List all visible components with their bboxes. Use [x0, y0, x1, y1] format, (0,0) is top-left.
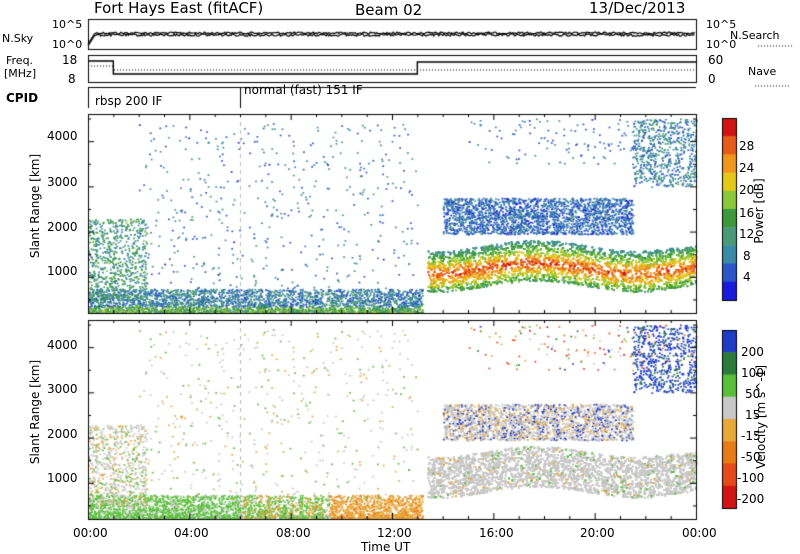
power-cbar-tick-3: 16 — [739, 206, 755, 220]
power-ytick-1000: 1000 — [47, 264, 78, 278]
cpid-label: CPID — [6, 91, 39, 105]
freq-label-line1: Freq. — [6, 54, 34, 67]
noise-right-tick-bottom: 10^0 — [706, 38, 737, 51]
velocity-cbar-tick-1: 100 — [741, 366, 764, 380]
freq-label-line2: [MHz] — [4, 67, 37, 80]
freq-tick-bottom: 8 — [68, 72, 76, 86]
time-tick-3: 12:00 — [377, 526, 412, 540]
power-ytick-4000: 4000 — [47, 129, 78, 143]
time-tick-0: 00:00 — [73, 526, 108, 540]
beam-label: Beam 02 — [355, 1, 423, 19]
velocity-ytick-4000: 4000 — [47, 338, 78, 352]
nave-tick-top: 60 — [708, 53, 724, 67]
time-tick-4: 16:00 — [479, 526, 514, 540]
noise-search-label: N.Search — [730, 29, 780, 42]
velocity-ylabel: Slant Range [km] — [28, 359, 42, 465]
power-ylabel: Slant Range [km] — [28, 153, 42, 259]
time-tick-5: 20:00 — [580, 526, 615, 540]
time-tick-6: 00:00 — [682, 526, 717, 540]
power-ytick-3000: 3000 — [47, 175, 78, 189]
velocity-cbar-tick-7: -200 — [737, 492, 765, 506]
power-ytick-2000: 2000 — [47, 220, 78, 234]
power-cbar-tick-2: 12 — [739, 227, 755, 241]
noise-left-tick-bottom: 10^0 — [52, 38, 83, 51]
cpid-mode-2: normal (fast) 151 IF — [244, 83, 363, 97]
power-cbar-tick-4: 20 — [739, 183, 755, 197]
date-label: 13/Dec/2013 — [589, 0, 686, 17]
power-cbar-tick-6: 28 — [739, 139, 755, 153]
power-cbar-tick-0: 4 — [743, 270, 751, 284]
freq-tick-top: 18 — [62, 53, 78, 67]
velocity-cbar-tick-5: -50 — [741, 450, 761, 464]
power-colorbar-label: Power [dB] — [752, 178, 766, 244]
noise-left-tick-top: 10^5 — [52, 18, 83, 31]
noise-right-tick-top: 10^5 — [706, 18, 737, 31]
velocity-cbar-tick-6: -100 — [737, 471, 765, 485]
power-cbar-tick-5: 24 — [739, 161, 755, 175]
noise-sky-label: N.Sky — [2, 32, 34, 45]
velocity-ytick-3000: 3000 — [47, 382, 78, 396]
velocity-cbar-tick-2: 50 — [745, 387, 761, 401]
cpid-mode-1: rbsp 200 IF — [95, 94, 163, 108]
velocity-cbar-tick-0: 200 — [741, 345, 764, 359]
time-axis-label: Time UT — [361, 540, 411, 554]
velocity-ytick-1000: 1000 — [47, 471, 78, 485]
station-title: Fort Hays East (fitACF) — [94, 0, 264, 17]
velocity-cbar-tick-4: -15 — [741, 429, 761, 443]
velocity-cbar-tick-3: 15 — [745, 408, 761, 422]
time-tick-2: 08:00 — [276, 526, 311, 540]
nave-label: Nave — [748, 65, 777, 78]
velocity-ytick-2000: 2000 — [47, 427, 78, 441]
nave-tick-bottom: 0 — [708, 72, 716, 86]
time-tick-1: 04:00 — [174, 526, 209, 540]
power-cbar-tick-1: 8 — [743, 249, 751, 263]
